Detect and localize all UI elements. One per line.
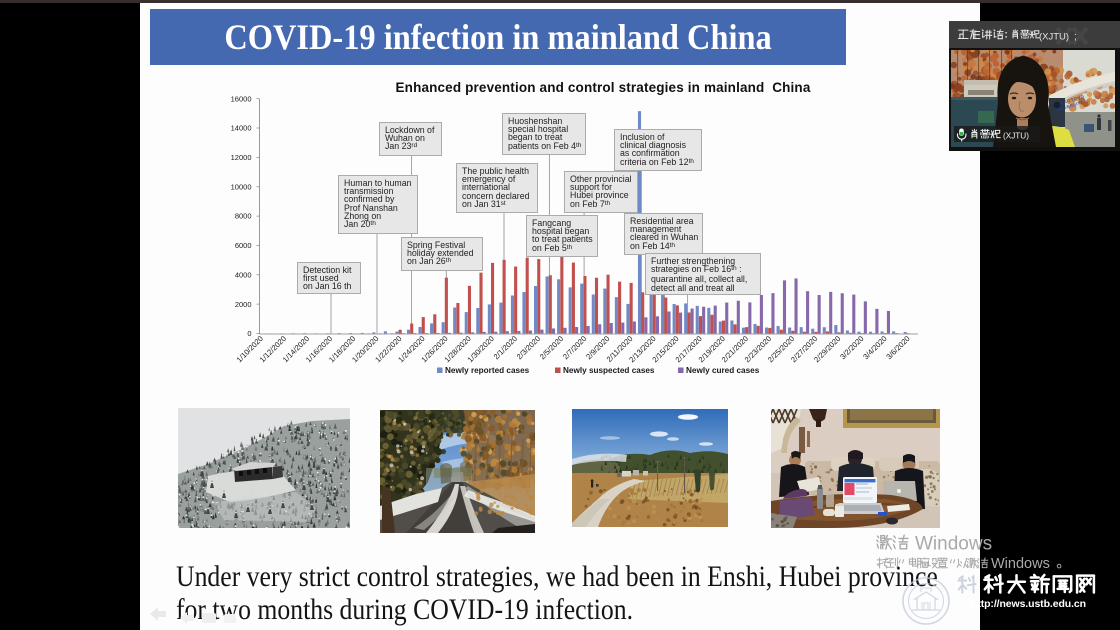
svg-text:16000: 16000 <box>231 95 252 103</box>
svg-text:Newly reported cases: Newly reported cases <box>445 366 530 375</box>
svg-text:10000: 10000 <box>231 182 252 191</box>
svg-text:(XJTU): (XJTU) <box>1003 132 1029 141</box>
svg-text:(XJTU): (XJTU) <box>1039 32 1069 43</box>
svg-text:Newly cured cases: Newly cured cases <box>686 366 760 375</box>
svg-text:;: ; <box>1074 32 1077 43</box>
svg-text:0: 0 <box>247 329 251 338</box>
svg-text:Newly suspected cases: Newly suspected cases <box>563 366 655 375</box>
svg-text:Windows: Windows <box>991 556 1050 572</box>
svg-text:2000: 2000 <box>235 300 252 309</box>
svg-text:12000: 12000 <box>231 153 252 162</box>
svg-text:14000: 14000 <box>231 124 252 133</box>
svg-text:6000: 6000 <box>235 241 252 250</box>
svg-text:4000: 4000 <box>235 270 252 279</box>
svg-text:8000: 8000 <box>235 212 252 221</box>
svg-text:Windows: Windows <box>915 534 992 555</box>
